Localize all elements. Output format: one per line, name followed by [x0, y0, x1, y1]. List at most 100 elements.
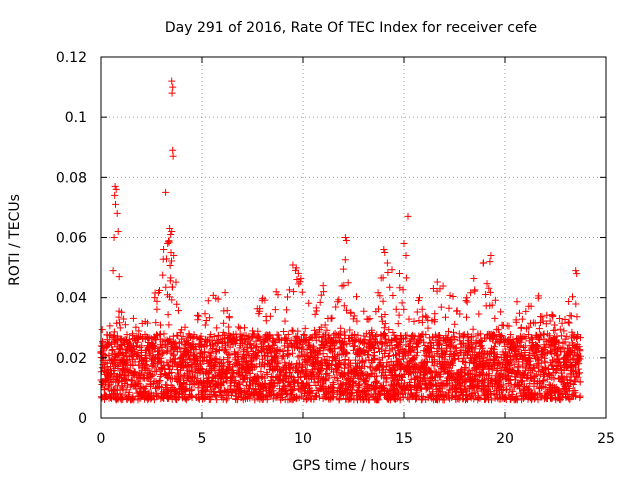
data-point [353, 293, 360, 301]
data-point [201, 348, 209, 356]
data-point [136, 344, 144, 351]
data-point [182, 395, 190, 403]
data-point [134, 338, 142, 346]
data-point [109, 346, 117, 353]
data-point [346, 326, 354, 334]
data-point [283, 306, 291, 314]
data-point [129, 314, 137, 322]
data-point [206, 314, 214, 322]
data-point [314, 351, 322, 359]
outlier-point [113, 209, 121, 217]
data-point [157, 321, 164, 329]
data-point [222, 396, 230, 404]
data-point [135, 380, 143, 388]
data-point [287, 380, 295, 388]
data-point [355, 352, 363, 360]
data-point [207, 331, 215, 339]
data-point [325, 372, 333, 380]
data-point [331, 355, 339, 363]
data-point [254, 327, 262, 335]
data-point [267, 349, 275, 357]
data-point [169, 283, 176, 291]
data-point [351, 331, 359, 338]
data-point [289, 395, 297, 403]
data-point [391, 335, 399, 343]
data-point [437, 303, 445, 311]
data-point [336, 330, 344, 338]
data-point [179, 332, 187, 340]
data-point [321, 344, 329, 352]
data-point [225, 314, 233, 322]
data-point [172, 278, 180, 286]
y-tick-label: 0.04 [56, 291, 87, 307]
data-point [531, 319, 539, 327]
data-point [302, 366, 310, 374]
data-point [268, 383, 276, 391]
data-point [485, 284, 493, 292]
data-point [145, 350, 153, 358]
data-point [470, 275, 478, 282]
data-point [301, 324, 309, 332]
data-point [565, 298, 573, 305]
data-point [192, 346, 200, 354]
data-point [221, 289, 229, 297]
data-point [135, 327, 143, 335]
data-point [509, 387, 517, 395]
data-point [316, 298, 324, 306]
data-point [366, 385, 374, 392]
data-point [201, 321, 209, 329]
data-point [544, 330, 552, 338]
data-point [171, 340, 178, 348]
data-point [116, 324, 124, 332]
data-point [379, 297, 387, 305]
outlier-point [168, 89, 176, 97]
data-point [156, 287, 163, 294]
data-point [388, 266, 396, 274]
data-point [343, 340, 351, 348]
data-point [214, 295, 222, 303]
data-point [384, 269, 392, 276]
data-point [328, 360, 336, 368]
data-point [290, 288, 298, 296]
data-point [181, 323, 189, 331]
data-point [147, 373, 155, 380]
data-point [354, 331, 362, 339]
outlier-point [380, 246, 388, 253]
data-point [296, 352, 304, 360]
data-point [163, 255, 170, 263]
data-point [131, 368, 139, 376]
data-point [212, 347, 220, 355]
data-point [380, 350, 388, 357]
data-point [161, 341, 169, 349]
y-tick-label: 0.12 [56, 50, 87, 66]
outlier-point [167, 231, 175, 238]
data-point [317, 323, 325, 331]
data-point [220, 319, 228, 327]
data-point [340, 302, 348, 310]
data-point [402, 274, 410, 282]
data-point [379, 354, 386, 362]
data-point [327, 315, 335, 323]
data-point [335, 394, 343, 402]
data-point [522, 307, 530, 315]
data-point [343, 306, 350, 314]
data-point [391, 367, 399, 375]
data-point [331, 345, 339, 353]
data-point [375, 344, 383, 352]
data-point [168, 369, 176, 376]
data-point [164, 311, 172, 319]
data-point [398, 299, 406, 307]
data-point [366, 315, 374, 323]
data-point [538, 313, 546, 321]
data-point [210, 388, 218, 395]
data-point [292, 264, 300, 272]
data-point [241, 324, 248, 332]
data-point [446, 291, 454, 299]
data-point [297, 275, 305, 283]
data-point [445, 304, 453, 312]
data-point [535, 325, 543, 333]
data-point [556, 325, 564, 333]
data-point [393, 394, 401, 402]
data-point [396, 270, 403, 277]
data-point [311, 364, 319, 372]
